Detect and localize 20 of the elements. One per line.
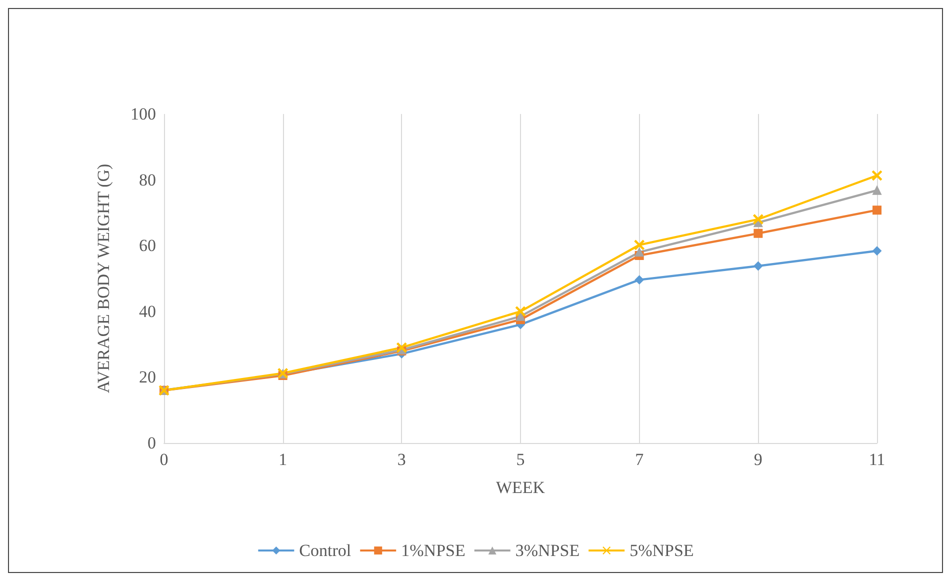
legend-label: Control — [299, 541, 352, 560]
y-tick-label: 0 — [148, 434, 156, 452]
y-tick-label: 40 — [139, 302, 156, 321]
y-tick-label: 60 — [139, 236, 156, 256]
x-tick-label: 0 — [160, 450, 168, 469]
x-tick-label: 3 — [397, 450, 406, 469]
y-axis-title: AVERAGE BODY WEIGHT (G) — [94, 164, 113, 394]
x-tick-label: 1 — [278, 450, 288, 469]
legend-label: 1%NPSE — [401, 541, 466, 560]
y-tick-label: 100 — [130, 104, 156, 124]
chart-frame: AVERAGE BODY WEIGHT (G) WEEK 0 20 40 60 80 100 0 1 3 5 7 9 11 Control 1%NPSE 3%NPSE 5%NPSE — [8, 8, 943, 573]
x-tick-label: 11 — [868, 450, 886, 469]
legend-label: 5%NPSE — [630, 541, 694, 560]
x-axis-title: WEEK — [496, 478, 546, 497]
x-tick-label: 7 — [635, 450, 644, 469]
y-tick-label: 20 — [139, 368, 156, 387]
x-tick-label: 9 — [754, 450, 762, 469]
y-tick-label: 80 — [139, 170, 156, 190]
x-tick-label: 5 — [516, 450, 525, 469]
legend-label: 3%NPSE — [515, 541, 580, 560]
